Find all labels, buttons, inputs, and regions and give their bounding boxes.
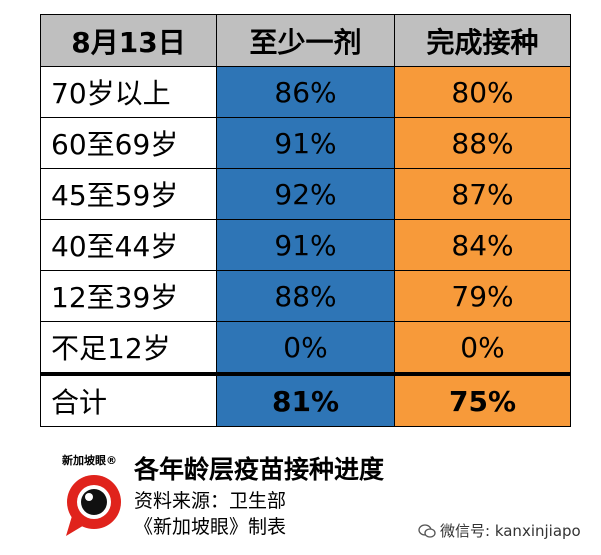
one-dose-value: 0%: [216, 321, 395, 375]
wechat-icon: [418, 523, 436, 538]
footer-title: 各年龄层疫苗接种进度: [134, 455, 385, 484]
age-group: 不足12岁: [40, 321, 217, 375]
one-dose-value: 92%: [216, 168, 395, 220]
one-dose-value: 91%: [216, 117, 395, 169]
full-value: 0%: [394, 321, 571, 375]
one-dose-value: 91%: [216, 219, 395, 271]
table-row: 70岁以上 86% 80%: [40, 66, 571, 118]
age-group: 60至69岁: [40, 117, 217, 169]
table-row: 60至69岁 91% 88%: [40, 117, 571, 169]
full-value: 87%: [394, 168, 571, 220]
wechat-id: 微信号: kanxinjiapo: [418, 520, 581, 541]
wechat-text: 微信号: kanxinjiapo: [440, 522, 581, 540]
vaccination-table-wrap: 8月13日 至少一剂 完成接种 70岁以上 86% 80% 60至69岁 91%…: [40, 14, 571, 427]
age-group: 40至44岁: [40, 219, 217, 271]
one-dose-value: 88%: [216, 270, 395, 322]
total-full: 75%: [394, 372, 571, 427]
footer: 新加坡眼® 各年龄层疫苗接种进度 资料来源：卫生部 《新加坡眼》制表 微信号: …: [50, 446, 590, 546]
total-one-dose: 81%: [216, 372, 395, 427]
header-date: 8月13日: [40, 14, 217, 67]
header-one-dose: 至少一剂: [216, 14, 395, 67]
table-row: 40至44岁 91% 84%: [40, 219, 571, 271]
logo-text: 新加坡眼®: [62, 454, 117, 467]
header-full: 完成接种: [394, 14, 571, 67]
footer-source: 资料来源：卫生部: [134, 490, 287, 512]
total-label: 合计: [40, 372, 217, 427]
footer-maker: 《新加坡眼》制表: [134, 516, 287, 538]
age-group: 45至59岁: [40, 168, 217, 220]
full-value: 88%: [394, 117, 571, 169]
full-value: 80%: [394, 66, 571, 118]
vaccination-table: 8月13日 至少一剂 完成接种 70岁以上 86% 80% 60至69岁 91%…: [40, 14, 571, 427]
table-row: 45至59岁 92% 87%: [40, 168, 571, 220]
age-group: 12至39岁: [40, 270, 217, 322]
total-row: 合计 81% 75%: [40, 372, 571, 427]
full-value: 84%: [394, 219, 571, 271]
logo: 新加坡眼®: [58, 452, 138, 542]
eye-logo-icon: [66, 475, 121, 536]
header-row: 8月13日 至少一剂 完成接种: [40, 14, 571, 67]
table-row: 不足12岁 0% 0%: [40, 321, 571, 375]
table-row: 12至39岁 88% 79%: [40, 270, 571, 322]
age-group: 70岁以上: [40, 66, 217, 118]
one-dose-value: 86%: [216, 66, 395, 118]
full-value: 79%: [394, 270, 571, 322]
